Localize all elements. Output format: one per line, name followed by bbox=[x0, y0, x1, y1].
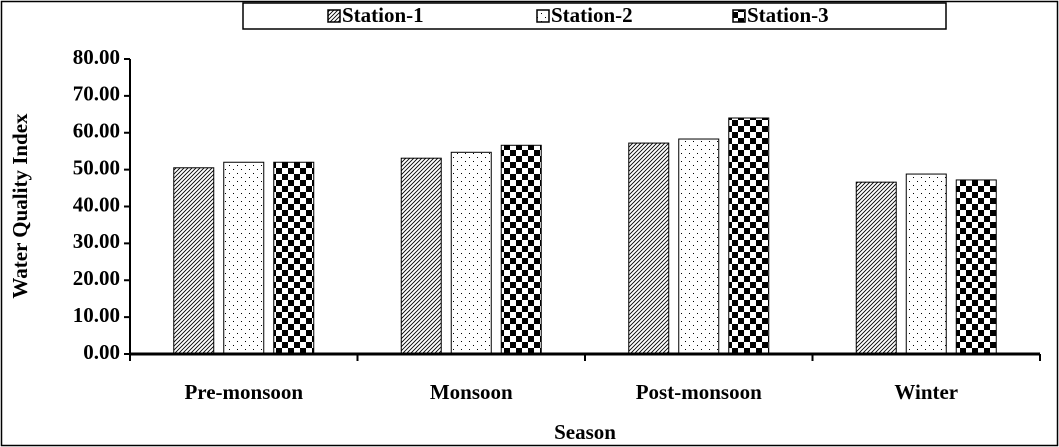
y-tick-label: 30.00 bbox=[73, 229, 120, 253]
bar bbox=[728, 117, 770, 355]
y-tick-label: 60.00 bbox=[73, 119, 120, 143]
bar bbox=[955, 179, 997, 355]
bar bbox=[223, 161, 265, 355]
legend-swatch bbox=[536, 9, 550, 23]
x-tick-label: Monsoon bbox=[430, 380, 513, 404]
x-axis-label: Season bbox=[554, 420, 616, 444]
bar bbox=[678, 138, 720, 355]
bar bbox=[855, 181, 897, 355]
legend-label: Station-1 bbox=[342, 3, 424, 27]
bar bbox=[450, 151, 492, 355]
bar bbox=[173, 167, 215, 355]
y-tick-label: 40.00 bbox=[73, 192, 120, 216]
x-tick-label: Post-monsoon bbox=[636, 380, 762, 404]
x-tick-label: Winter bbox=[894, 380, 958, 404]
bar bbox=[628, 142, 670, 355]
y-tick-label: 0.00 bbox=[83, 340, 120, 364]
y-axis-label: Water Quality Index bbox=[8, 113, 32, 299]
y-tick-label: 10.00 bbox=[73, 303, 120, 327]
legend-swatch bbox=[327, 9, 341, 23]
legend-label: Station-3 bbox=[747, 3, 829, 27]
y-tick-label: 50.00 bbox=[73, 155, 120, 179]
y-tick-label: 20.00 bbox=[73, 266, 120, 290]
legend-label: Station-2 bbox=[551, 3, 633, 27]
y-tick-label: 70.00 bbox=[73, 82, 120, 106]
legend-box bbox=[242, 2, 947, 30]
bar bbox=[273, 161, 315, 355]
x-tick-label: Pre-monsoon bbox=[184, 380, 303, 404]
bar bbox=[500, 144, 542, 355]
bar bbox=[905, 173, 947, 355]
legend-swatch bbox=[732, 9, 746, 23]
bar bbox=[400, 157, 442, 355]
y-tick-label: 80.00 bbox=[73, 45, 120, 69]
